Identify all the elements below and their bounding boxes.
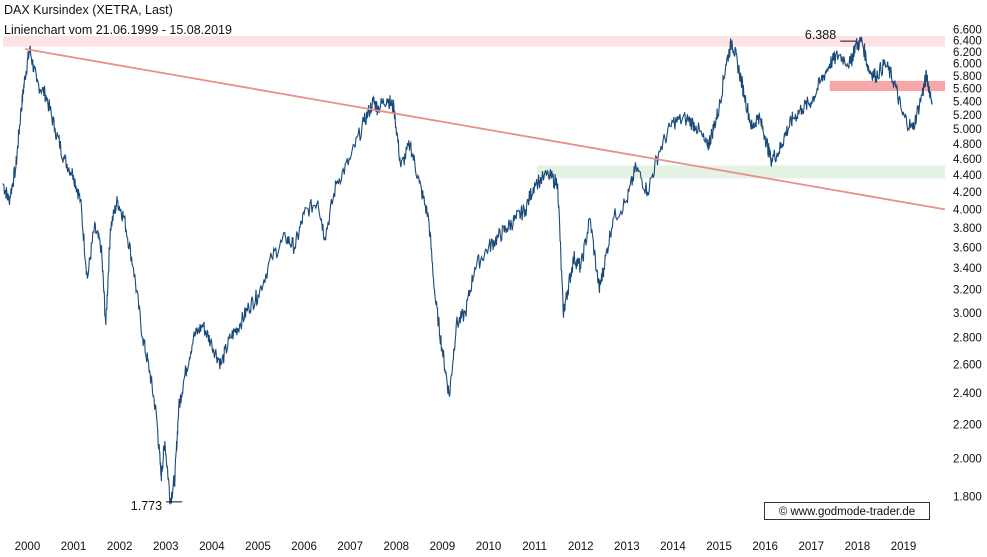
- y-tick-label: 5.400: [953, 97, 982, 109]
- y-tick-label: 4.200: [953, 187, 982, 199]
- y-tick-label: 5.800: [953, 71, 982, 83]
- y-tick-label: 3.200: [953, 285, 982, 297]
- y-tick-label: 2.400: [953, 388, 982, 400]
- chart-title: DAX Kursindex (XETRA, Last): [4, 3, 173, 17]
- zone-upper: [3, 36, 945, 47]
- x-tick-label: 2001: [61, 541, 87, 553]
- x-tick-label: 2015: [706, 541, 732, 553]
- x-tick-label: 2010: [476, 541, 502, 553]
- annotation-label: 1.773: [131, 499, 162, 513]
- x-tick-label: 2011: [522, 541, 547, 553]
- zone-support: [536, 165, 945, 179]
- y-tick-label: 2.600: [953, 359, 982, 371]
- y-tick-label: 5.600: [953, 83, 982, 95]
- x-tick-label: 2012: [568, 541, 594, 553]
- x-axis-ticks: 2000 2001 2002 2003 2004 2005 2006 2007 2008 2009…: [15, 541, 917, 553]
- y-tick-label: 2.000: [953, 454, 982, 466]
- x-tick-label: 2017: [798, 541, 824, 553]
- y-tick-label: 6.600: [953, 24, 982, 36]
- y-tick-label: 5.200: [953, 110, 982, 122]
- copyright-watermark: © www.godmode-trader.de: [764, 502, 930, 520]
- chart-subtitle: Linienchart vom 21.06.1999 - 15.08.2019: [4, 23, 232, 37]
- x-tick-label: 2019: [891, 541, 917, 553]
- y-tick-label: 4.600: [953, 154, 982, 166]
- x-tick-label: 2002: [107, 541, 133, 553]
- y-tick-label: 3.000: [953, 308, 982, 320]
- x-tick-label: 2013: [614, 541, 640, 553]
- x-tick-label: 2016: [752, 541, 778, 553]
- y-tick-label: 6.000: [953, 59, 982, 71]
- y-axis-ticks: 1.800 2.000 2.200 2.400 2.600 2.800 3.000 3.200…: [953, 24, 982, 503]
- x-tick-label: 2008: [384, 541, 410, 553]
- price-annotations: 6.388 1.773: [131, 28, 857, 513]
- y-tick-label: 4.000: [953, 204, 982, 216]
- x-tick-label: 2014: [660, 541, 686, 553]
- dax-price-line: [2, 36, 933, 505]
- y-tick-label: 6.400: [953, 35, 982, 47]
- x-tick-label: 2018: [845, 541, 871, 553]
- y-tick-label: 4.800: [953, 139, 982, 151]
- x-tick-label: 2009: [430, 541, 456, 553]
- y-tick-label: 3.400: [953, 263, 982, 275]
- x-tick-label: 2003: [153, 541, 179, 553]
- y-tick-label: 5.000: [953, 124, 982, 136]
- x-tick-label: 2004: [199, 541, 225, 553]
- y-tick-label: 2.800: [953, 333, 982, 345]
- x-tick-label: 2006: [291, 541, 317, 553]
- x-tick-label: 2000: [15, 541, 41, 553]
- y-tick-label: 3.800: [953, 223, 982, 235]
- y-tick-label: 4.400: [953, 170, 982, 182]
- x-tick-label: 2007: [337, 541, 363, 553]
- zone-resistance: [829, 80, 945, 92]
- y-tick-label: 1.800: [953, 491, 982, 503]
- annotation-label: 6.388: [805, 28, 836, 42]
- x-tick-label: 2005: [245, 541, 271, 553]
- y-tick-label: 3.600: [953, 242, 982, 254]
- y-tick-label: 2.200: [953, 419, 982, 431]
- y-tick-label: 6.200: [953, 47, 982, 59]
- highlight-zones: [3, 36, 945, 179]
- trend-line: [24, 48, 946, 211]
